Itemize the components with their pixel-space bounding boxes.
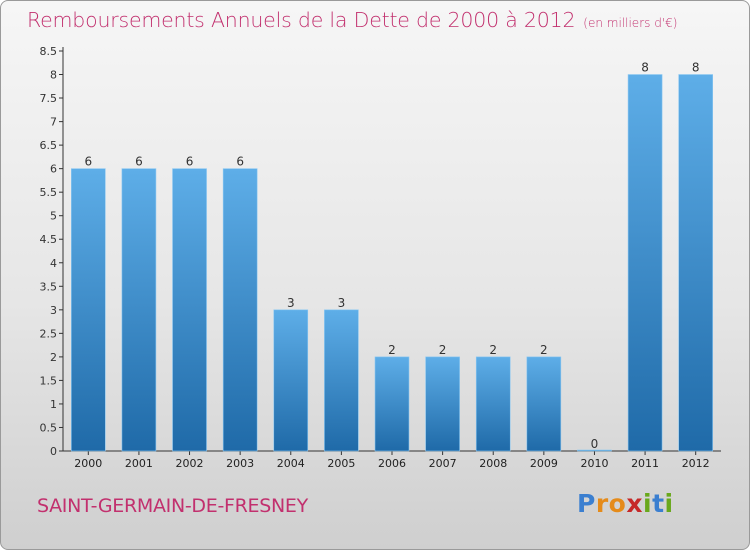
proxiti-logo[interactable]: Proxiti xyxy=(577,489,674,518)
data-label: 8 xyxy=(641,61,649,75)
x-tick-label: 2006 xyxy=(378,457,406,470)
data-label: 3 xyxy=(287,296,295,310)
bar[interactable] xyxy=(324,309,359,452)
x-tick-label: 2012 xyxy=(682,457,710,470)
y-tick-label: 5.5 xyxy=(40,186,58,199)
y-tick-label: 6 xyxy=(50,163,57,176)
y-tick-label: 6.5 xyxy=(40,139,58,152)
x-tick-label: 2001 xyxy=(125,457,153,470)
logo-letter: P xyxy=(577,489,596,518)
bar[interactable] xyxy=(374,356,410,452)
x-tick-label: 2011 xyxy=(631,457,659,470)
data-label: 8 xyxy=(692,61,700,75)
y-tick-label: 5 xyxy=(50,210,57,223)
data-label: 2 xyxy=(489,343,497,357)
bar[interactable] xyxy=(172,168,207,452)
logo-letter: t xyxy=(652,489,665,518)
bar[interactable] xyxy=(273,309,309,452)
bar[interactable] xyxy=(526,356,562,452)
x-tick-label: 2003 xyxy=(226,457,254,470)
y-tick-label: 1 xyxy=(50,398,57,411)
x-tick-label: 2000 xyxy=(74,457,102,470)
x-tick-label: 2002 xyxy=(176,457,204,470)
commune-name: SAINT-GERMAIN-DE-FRESNEY xyxy=(37,495,308,517)
y-tick-label: 0 xyxy=(50,445,57,458)
y-tick-label: 4 xyxy=(50,257,57,270)
chart-title: Remboursements Annuels de la Dette de 20… xyxy=(27,8,677,32)
chart-title-main: Remboursements Annuels de la Dette de 20… xyxy=(27,8,576,32)
data-label: 6 xyxy=(135,155,143,169)
data-label: 2 xyxy=(439,343,447,357)
data-label: 6 xyxy=(84,155,92,169)
logo-letter: o xyxy=(608,489,627,518)
y-tick-label: 3.5 xyxy=(40,280,58,293)
bar[interactable] xyxy=(222,168,258,452)
x-tick-label: 2010 xyxy=(580,457,608,470)
data-label: 0 xyxy=(591,437,599,451)
data-label: 6 xyxy=(186,155,194,169)
y-tick-label: 8.5 xyxy=(40,45,58,58)
bar[interactable] xyxy=(678,74,713,452)
y-tick-label: 4.5 xyxy=(40,233,58,246)
data-label: 2 xyxy=(540,343,548,357)
x-tick-label: 2004 xyxy=(277,457,305,470)
y-tick-label: 8 xyxy=(50,69,57,82)
x-tick-label: 2009 xyxy=(530,457,558,470)
x-tick-label: 2008 xyxy=(479,457,507,470)
y-tick-label: 1.5 xyxy=(40,374,58,387)
logo-letter: x xyxy=(626,489,643,518)
bar[interactable] xyxy=(627,74,663,452)
x-tick-label: 2005 xyxy=(327,457,355,470)
bar[interactable] xyxy=(577,449,612,452)
bar[interactable] xyxy=(121,168,157,452)
y-tick-label: 0.5 xyxy=(40,421,58,434)
y-tick-label: 7 xyxy=(50,116,57,129)
y-tick-label: 2 xyxy=(50,351,57,364)
bar[interactable] xyxy=(71,168,106,452)
data-label: 6 xyxy=(236,155,244,169)
chart-subtitle: (en milliers d'€) xyxy=(583,16,678,30)
y-tick-label: 3 xyxy=(50,304,57,317)
data-label: 2 xyxy=(388,343,396,357)
bar[interactable] xyxy=(475,356,511,452)
logo-letter: r xyxy=(595,489,609,518)
bar[interactable] xyxy=(425,356,460,452)
data-label: 3 xyxy=(338,296,346,310)
y-tick-label: 7.5 xyxy=(40,92,58,105)
x-tick-label: 2007 xyxy=(429,457,457,470)
y-tick-label: 2.5 xyxy=(40,327,58,340)
logo-letter: i xyxy=(643,489,653,518)
logo-letter: i xyxy=(664,489,674,518)
